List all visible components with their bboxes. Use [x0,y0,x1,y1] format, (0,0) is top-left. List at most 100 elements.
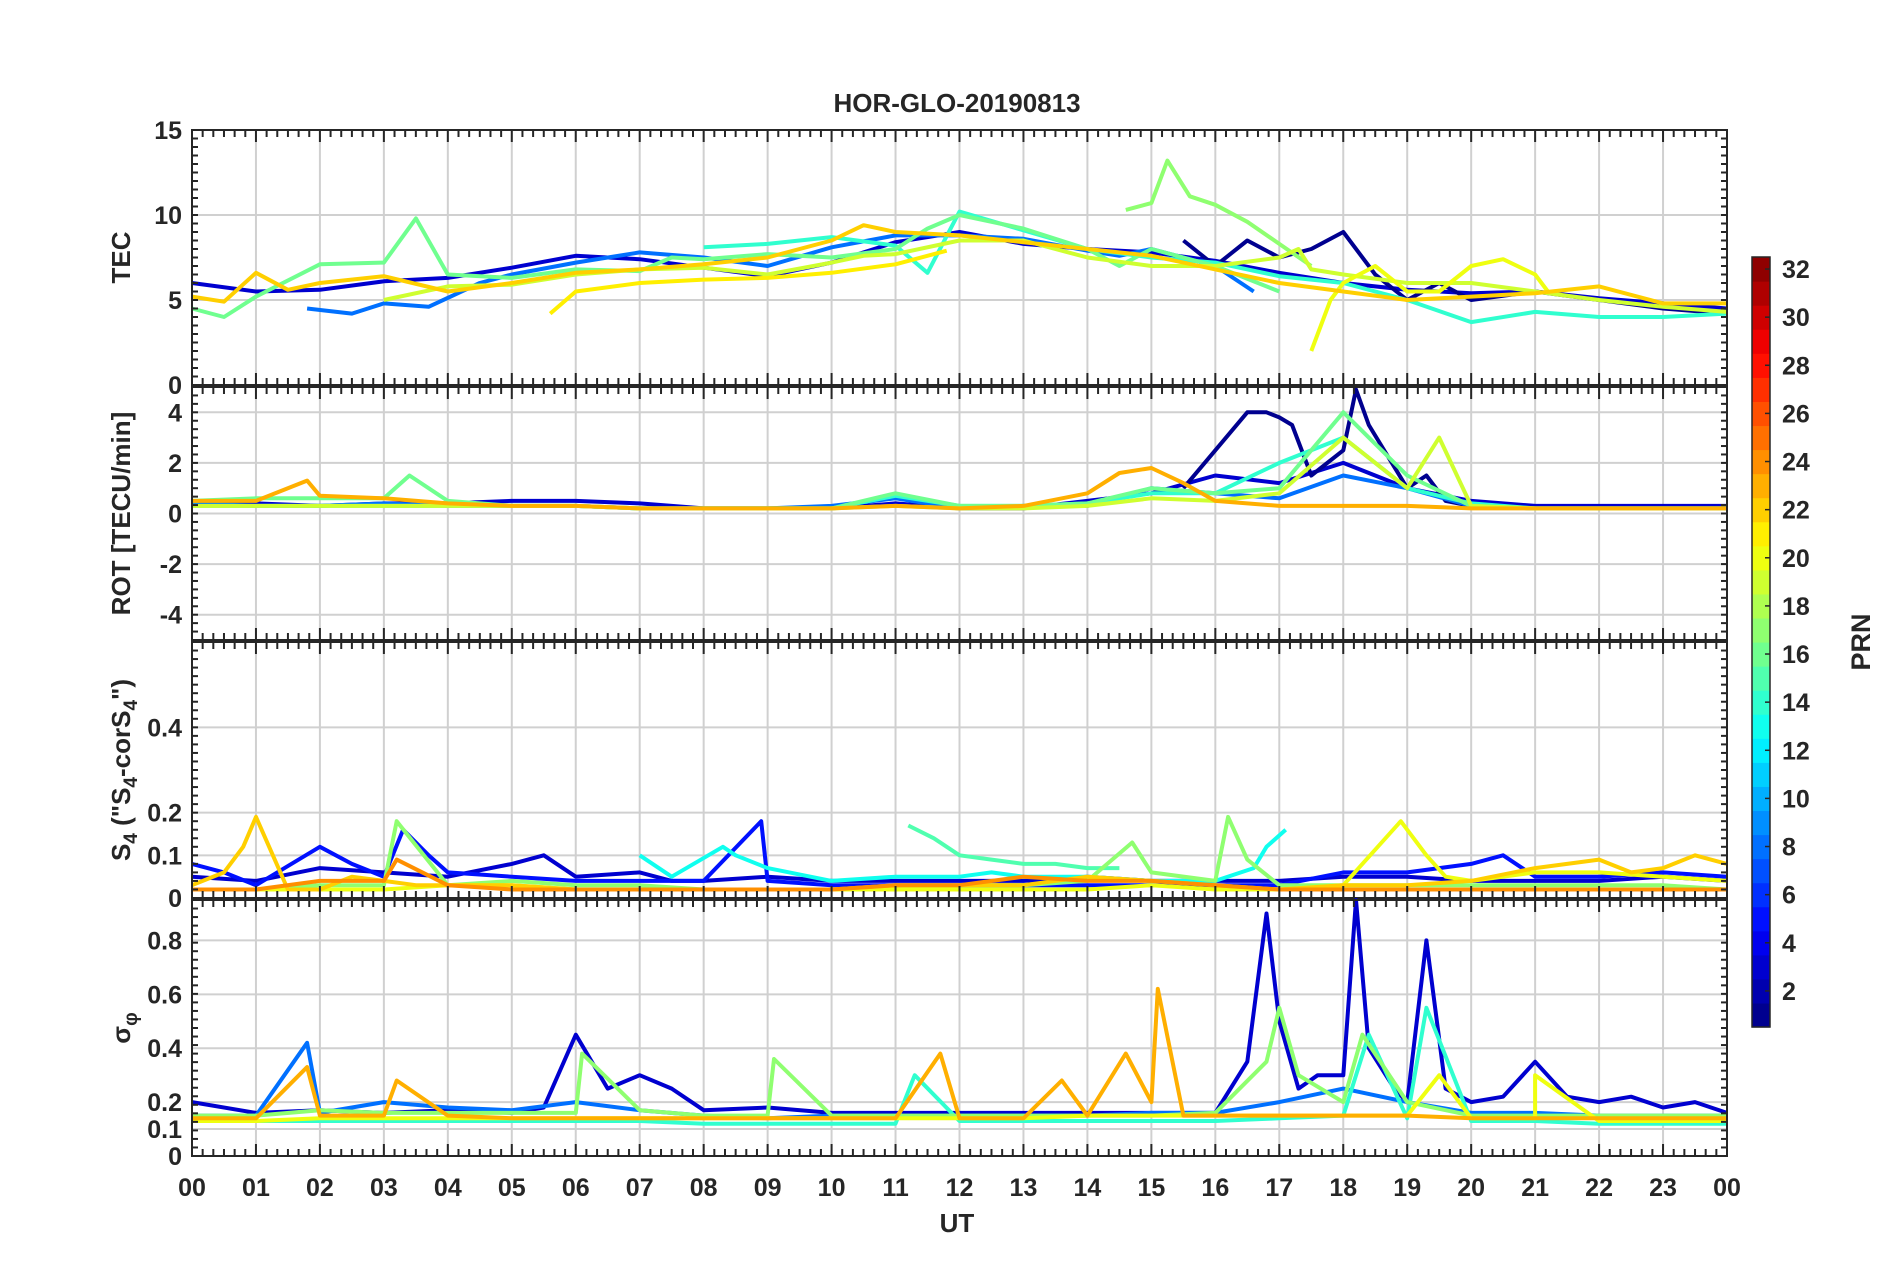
x-tick-label: 00 [178,1174,206,1202]
series-line-prn-14 [192,1005,1727,1126]
colorbar-swatch [1752,882,1770,908]
ylabel-part: 4 [121,833,142,844]
y-tick-label: 0.2 [147,1089,182,1117]
y-tick-label: 4 [168,399,182,427]
ylabel-part: ("S [106,788,136,834]
panel-tec-series [191,158,1728,352]
colorbar-tick-label: 30 [1782,304,1810,332]
colorbar-tick-label: 22 [1782,497,1810,525]
series-line-prn-24 [192,857,1727,892]
x-tick-label: 17 [1265,1174,1293,1202]
x-tick-label: 04 [434,1174,462,1202]
x-axis: 00 01 02 03 04 05 06 07 08 09 10 11 12 13 14 15 16 17 18 19… [178,1174,1741,1202]
x-tick-label: 09 [754,1174,782,1202]
ylabel-part: σ [106,1026,136,1044]
x-tick-label: 20 [1457,1174,1485,1202]
x-tick-label: 13 [1010,1174,1038,1202]
chart-title: HOR-GLO-20190813 [833,88,1080,118]
x-tick-label: 10 [818,1174,846,1202]
panel-s4: 00.10.20.4S4 ("S4-corS4") [106,641,1728,913]
panel-sigma-ylabel: σφ [106,1012,142,1043]
x-tick-label: 15 [1137,1174,1165,1202]
colorbar-tick-label: 10 [1782,785,1810,813]
y-tick-label: 0.6 [147,981,182,1009]
panel-rot-grid [192,387,1727,640]
ylabel-part: 4 [121,777,142,788]
y-tick-label: 0 [168,1143,182,1171]
x-tick-label: 02 [306,1174,334,1202]
x-tick-label: 12 [946,1174,974,1202]
panel-sigma-axes: 00.10.2 0.4 0.6 0.8 σφ [106,899,1728,1171]
y-tick-label: 0 [168,372,182,400]
colorbar-swatch [1752,714,1770,739]
ylabel-part: S [106,844,136,861]
colorbar-tick-label: 12 [1782,737,1810,765]
colorbar-swatch [1752,473,1770,499]
y-tick-label: 0.4 [147,714,182,742]
panel-tec-ylabel: TEC [106,231,136,283]
colorbar-swatch [1752,353,1770,378]
colorbar-swatch [1752,930,1770,956]
panel-sigma: 00.10.2 0.4 0.6 0.8 σφ [106,898,1728,1171]
colorbar-swatch [1752,1002,1770,1028]
series-line-prn-23 [192,986,1727,1121]
colorbar-tick-label: 14 [1782,689,1810,717]
colorbar-swatch [1752,401,1770,427]
y-tick-label: 0.4 [147,1035,182,1063]
colorbar-swatch [1752,545,1770,571]
y-tick-label: 0.8 [147,927,182,955]
colorbar-tick-label: 20 [1782,545,1810,573]
y-tick-label: 0 [168,885,182,913]
panel-rot: -4 -2 0 2 4 ROT [TECU/min] [106,386,1728,641]
colorbar-swatch [1752,257,1770,282]
y-tick-label: 10 [154,202,182,230]
colorbar-tick-label: 26 [1782,400,1810,428]
panel-s4-axes: 00.10.20.4S4 ("S4-corS4") [106,641,1728,913]
colorbar-tick-label: 16 [1782,641,1810,669]
colorbar-tick-label: 18 [1782,593,1810,621]
x-tick-label: 05 [498,1174,526,1202]
x-tick-label: 07 [626,1174,654,1202]
colorbar-swatch [1752,690,1770,715]
colorbar-swatch [1752,786,1770,812]
panel-tec: 0 5 10 15 TEC [106,117,1728,400]
y-tick-label: 2 [168,450,182,478]
x-axis-label: UT [940,1208,975,1238]
colorbar-swatch [1752,978,1770,1004]
colorbar-tick-label: 24 [1782,449,1810,477]
series-line-prn-13 [638,828,1288,883]
x-tick-label: 19 [1393,1174,1421,1202]
x-tick-label: 21 [1521,1174,1549,1202]
panel-rot-axes: -4 -2 0 2 4 ROT [TECU/min] [106,386,1728,641]
series-line-prn-22 [191,223,1727,306]
ylabel-part: ") [106,679,136,700]
y-tick-label: 0.1 [147,1116,182,1144]
colorbar-swatch [1752,305,1770,330]
series-line-prn-21 [548,248,948,316]
ylabel-part: φ [121,1012,142,1026]
ylabel-part: 4 [121,700,142,711]
series-line-prn-15 [907,823,1120,871]
panel-rot-series [191,387,1727,511]
panel-sigma-series [191,898,1728,1126]
y-tick-label: 15 [154,117,182,145]
colorbar-swatch [1752,762,1770,787]
x-tick-label: 00 [1713,1174,1741,1202]
x-tick-label: 03 [370,1174,398,1202]
series-line-prn-16 [191,410,1727,511]
colorbar-swatch [1752,954,1770,980]
x-tick-label: 16 [1201,1174,1229,1202]
colorbar-tick-label: 4 [1782,930,1796,958]
colorbar-swatch [1752,834,1770,860]
colorbar-swatch [1752,377,1770,402]
panel-tec-axes: 0 5 10 15 TEC [106,117,1728,400]
panel-rot-ylabel: ROT [TECU/min] [106,412,136,616]
colorbar-tick-label: 6 [1782,882,1796,910]
colorbar-swatch [1752,810,1770,836]
ylabel-part: -corS [106,711,136,777]
colorbar-swatch [1752,497,1770,523]
x-tick-label: 08 [690,1174,718,1202]
colorbar-swatch [1752,281,1770,306]
series-line-prn-14 [703,209,1728,325]
